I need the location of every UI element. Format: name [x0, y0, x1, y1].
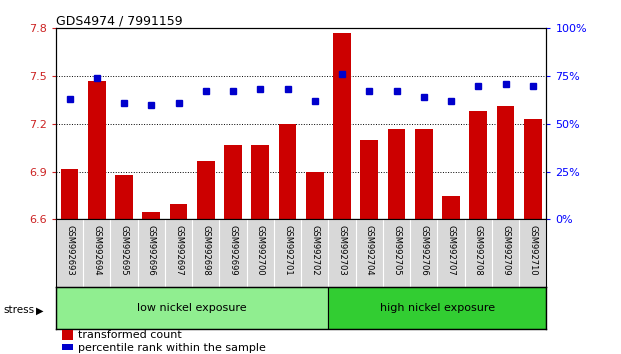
Bar [142, 211, 160, 219]
Text: GSM992700: GSM992700 [256, 225, 265, 275]
Bar [333, 33, 351, 219]
Bar [61, 169, 78, 219]
Text: low nickel exposure: low nickel exposure [137, 303, 247, 313]
Text: GSM992699: GSM992699 [229, 225, 238, 275]
Text: GSM992705: GSM992705 [392, 225, 401, 275]
Text: GSM992708: GSM992708 [474, 225, 483, 276]
Text: GSM992710: GSM992710 [528, 225, 537, 275]
Text: ▶: ▶ [36, 306, 43, 316]
Bar [442, 195, 460, 219]
Bar [388, 129, 406, 219]
Text: GSM992702: GSM992702 [310, 225, 319, 275]
Bar [88, 81, 106, 219]
Bar [306, 172, 324, 219]
Text: GSM992703: GSM992703 [338, 225, 347, 276]
Text: stress: stress [3, 305, 34, 315]
Text: GSM992697: GSM992697 [174, 225, 183, 276]
Text: GSM992696: GSM992696 [147, 225, 156, 276]
Text: GSM992693: GSM992693 [65, 225, 74, 276]
Text: GSM992709: GSM992709 [501, 225, 510, 275]
Text: GSM992698: GSM992698 [201, 225, 211, 276]
Bar [170, 204, 188, 219]
Text: GSM992707: GSM992707 [446, 225, 456, 276]
Bar [360, 140, 378, 219]
Text: GSM992704: GSM992704 [365, 225, 374, 275]
Bar [524, 119, 542, 219]
Text: high nickel exposure: high nickel exposure [380, 303, 495, 313]
Bar [497, 107, 514, 219]
Bar [56, 287, 329, 329]
Bar [197, 161, 215, 219]
Bar [415, 129, 433, 219]
Text: GSM992706: GSM992706 [419, 225, 428, 276]
Bar [279, 124, 296, 219]
Text: percentile rank within the sample: percentile rank within the sample [78, 343, 266, 353]
Bar [469, 111, 487, 219]
Bar [329, 287, 546, 329]
Text: GSM992695: GSM992695 [119, 225, 129, 275]
Text: GDS4974 / 7991159: GDS4974 / 7991159 [56, 14, 183, 27]
Bar [115, 175, 133, 219]
Bar [252, 144, 269, 219]
Text: GSM992694: GSM992694 [93, 225, 101, 275]
Bar [224, 144, 242, 219]
Text: transformed count: transformed count [78, 330, 181, 340]
Text: GSM992701: GSM992701 [283, 225, 292, 275]
